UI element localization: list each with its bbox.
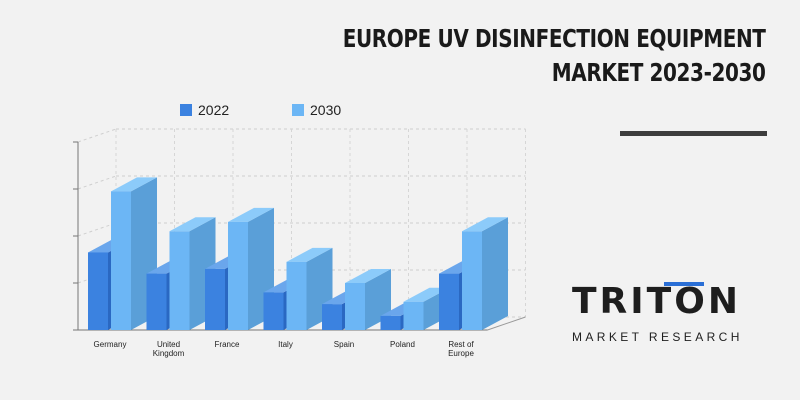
bar-2022-germany: [88, 252, 108, 330]
logo-accent-bar: [664, 282, 704, 286]
x-tick-label-spain: Spain: [334, 340, 354, 349]
chart-title-line-2: MARKET 2023-2030: [552, 58, 766, 87]
bar-2030-poland: [403, 301, 424, 330]
x-tick-label-italy: Italy: [278, 340, 293, 349]
bar-2030-united-kingdom: [169, 231, 190, 330]
bar-2030-spain-top: [345, 269, 391, 283]
legend-swatch-2022: [180, 104, 192, 116]
legend-item-2022: 2022: [180, 102, 229, 118]
x-tick-label-rest-of-europe: Rest of Europe: [448, 340, 474, 358]
title-rule: [620, 131, 767, 136]
bar-2030-united-kingdom-top: [169, 217, 216, 232]
bar-2022-poland: [380, 315, 401, 330]
grid-diagonal: [77, 175, 117, 190]
triton-logo: TRITON MARKET RESEARCH: [572, 282, 764, 346]
grid-diagonal: [77, 222, 117, 237]
bar-2022-italy: [263, 292, 284, 330]
bar-2030-rest-of-europe: [462, 231, 482, 330]
bar-2030-france: [228, 221, 248, 330]
legend-item-2030: 2030: [292, 102, 341, 118]
bar-2030-spain: [345, 283, 365, 330]
logo-tagline: MARKET RESEARCH: [572, 330, 743, 344]
bar-2030-rest-of-europe-top: [462, 217, 508, 232]
bar-2030-poland-top: [403, 287, 450, 302]
logo-name: TRITON: [572, 281, 741, 322]
bar-2022-united-kingdom: [146, 273, 167, 330]
bar-2022-spain: [322, 304, 342, 330]
bar-2030-germany-top: [111, 177, 157, 192]
bar-2030-italy: [286, 261, 307, 330]
bar-2030-france-top: [228, 207, 274, 222]
legend-label-2030: 2030: [310, 102, 342, 118]
grid-diagonal: [77, 128, 117, 143]
bar-2022-rest-of-europe: [439, 273, 459, 330]
x-tick-label-germany: Germany: [94, 340, 127, 349]
chart-title: EUROPE UV DISINFECTION EQUIPMENT MARKET …: [343, 22, 766, 90]
x-tick-label-poland: Poland: [390, 340, 415, 349]
chart-title-line-1: EUROPE UV DISINFECTION EQUIPMENT: [343, 24, 766, 53]
bar-2030-rest-of-europe-side: [482, 217, 508, 330]
floor-edge: [487, 316, 526, 331]
bar-2030-italy-top: [286, 247, 333, 262]
bar-2022-france: [205, 268, 225, 330]
x-tick-label-united-kingdom: United Kingdom: [153, 340, 185, 358]
legend-swatch-2030: [292, 104, 304, 116]
x-tick-label-france: France: [215, 340, 240, 349]
legend-label-2022: 2022: [198, 102, 230, 118]
bar-2030-germany: [111, 191, 131, 330]
